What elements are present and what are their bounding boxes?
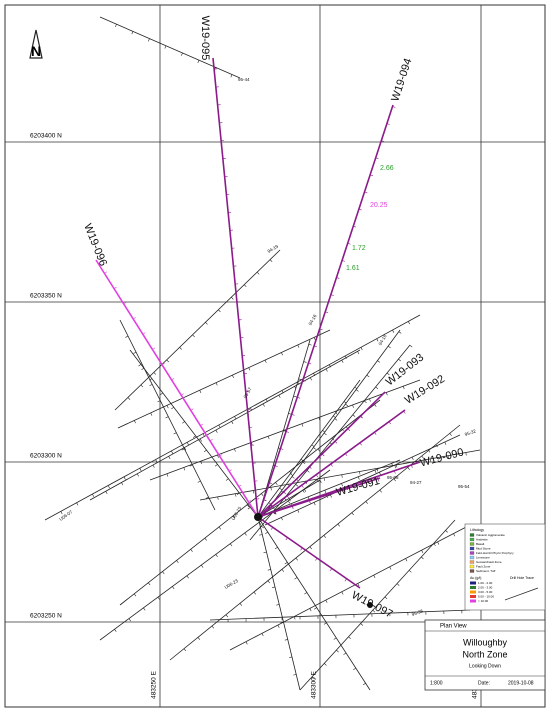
view-label: Plan View bbox=[440, 624, 467, 630]
assay-swatch bbox=[470, 586, 476, 589]
hole-id: 95-44 bbox=[238, 77, 250, 82]
northing-label: 6203300 N bbox=[30, 453, 62, 460]
assay-value: 1.72 bbox=[352, 245, 366, 252]
north-label: N bbox=[31, 43, 41, 59]
assay-legend-title: Au (g/t) bbox=[470, 576, 481, 580]
assay-swatch bbox=[470, 600, 476, 603]
hole-id: 95-08 bbox=[387, 475, 399, 480]
legend-item: Gossan/Fault Zone bbox=[476, 560, 502, 564]
scale: 1:800 bbox=[430, 680, 443, 686]
legend-item: Fault Zone bbox=[476, 564, 491, 568]
legend-swatch bbox=[470, 556, 474, 559]
legend-item: Andesite bbox=[476, 537, 488, 541]
easting-label: 483250 E bbox=[151, 670, 158, 698]
hole-id: 95-54 bbox=[458, 484, 470, 489]
legend-swatch bbox=[470, 547, 474, 550]
date-label: Date: bbox=[478, 680, 490, 686]
date: 2019-10-08 bbox=[508, 680, 534, 686]
assay-legend-item: 1.00 - 2.00 bbox=[478, 581, 493, 585]
legend-swatch bbox=[470, 543, 474, 546]
zone-name: North Zone bbox=[462, 649, 507, 659]
orientation: Looking Down bbox=[469, 663, 501, 669]
assay-value: 2.66 bbox=[380, 165, 394, 172]
northing-label: 6203250 N bbox=[30, 613, 62, 620]
assay-value: 1.61 bbox=[346, 265, 360, 272]
assay-legend-item: 5.00 - 10.00 bbox=[478, 594, 494, 598]
assay-legend-item: 2.00 - 3.00 bbox=[478, 585, 493, 589]
assay-swatch bbox=[470, 591, 476, 594]
hole-id: 94-27 bbox=[410, 480, 422, 485]
legend-title: Lithology bbox=[470, 528, 484, 532]
northing-label: 6203350 N bbox=[30, 293, 62, 300]
legend-item: Sediment, Tuff bbox=[476, 569, 495, 573]
legend-item: Volcanic Agglomerate bbox=[476, 533, 505, 537]
legend-item: Mud Stone bbox=[476, 546, 491, 550]
assay-legend-item: 3.00 - 5.00 bbox=[478, 590, 493, 594]
easting-label: 483300 E bbox=[311, 670, 318, 698]
assay-swatch bbox=[470, 595, 476, 598]
legend-swatch bbox=[470, 538, 474, 541]
legend-swatch bbox=[470, 552, 474, 555]
map-frame bbox=[5, 5, 545, 707]
legend-item: Feld-Hornbl Phyric Porphyry bbox=[476, 551, 514, 555]
assay-swatch bbox=[470, 582, 476, 585]
assay-legend-item: > 10.00 bbox=[478, 599, 488, 603]
collar bbox=[254, 513, 262, 521]
legend-swatch bbox=[470, 565, 474, 568]
title-block: Plan View Willoughby North Zone Looking … bbox=[425, 620, 545, 690]
legend-item: Limestone bbox=[476, 555, 490, 559]
legend-swatch bbox=[470, 534, 474, 537]
legend-item: Basalt bbox=[476, 542, 485, 546]
legend-swatch bbox=[470, 570, 474, 573]
northing-label: 6203400 N bbox=[30, 133, 62, 140]
hole-label: W19-095 bbox=[199, 16, 211, 61]
project-name: Willoughby bbox=[463, 637, 508, 647]
legend-swatch bbox=[470, 561, 474, 564]
trace-legend-title: Drill Hole Trace bbox=[510, 576, 534, 580]
assay-value: 20.25 bbox=[370, 202, 388, 209]
